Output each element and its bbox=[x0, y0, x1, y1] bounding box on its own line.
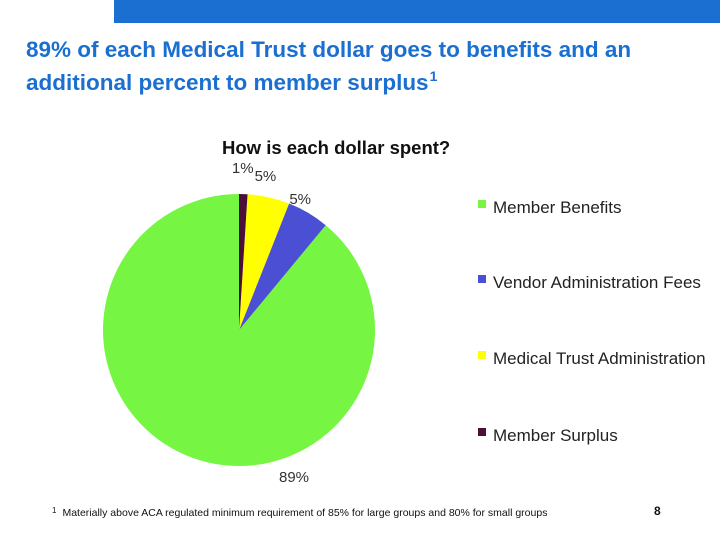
pie-label-member-surplus: 1% bbox=[231, 160, 254, 178]
legend-item-member-benefits: Member Benefits bbox=[478, 196, 720, 219]
pie-slice-member-benefits bbox=[103, 194, 376, 467]
legend-swatch bbox=[478, 428, 486, 436]
legend-swatch bbox=[478, 200, 486, 208]
slide-title: 89% of each Medical Trust dollar goes to… bbox=[26, 36, 706, 96]
slide-title-text: 89% of each Medical Trust dollar goes to… bbox=[26, 37, 632, 95]
legend-swatch bbox=[478, 275, 486, 283]
pie-slice-medical-trust-administration bbox=[239, 194, 290, 330]
title-footnote-ref: 1 bbox=[429, 68, 438, 84]
legend-label: Member Benefits bbox=[493, 198, 622, 217]
pie-label-vendor-administration-fees: 5% bbox=[289, 190, 312, 208]
pie-label-member-benefits: 89% bbox=[279, 469, 310, 486]
legend-swatch bbox=[478, 351, 486, 359]
pie-label-medical-trust-administration: 5% bbox=[254, 167, 277, 185]
page-number: 8 bbox=[654, 504, 661, 518]
legend-item-vendor-administration-fees: Vendor Administration Fees bbox=[478, 271, 720, 294]
legend-label: Vendor Administration Fees bbox=[493, 273, 701, 292]
pie-slice-member-surplus bbox=[239, 194, 248, 330]
legend-label: Medical Trust Administration bbox=[493, 349, 706, 368]
chart-title: How is each dollar spent? bbox=[222, 137, 451, 158]
legend-label: Member Surplus bbox=[493, 426, 618, 445]
pie-slices bbox=[103, 194, 376, 467]
legend-item-member-surplus: Member Surplus bbox=[478, 424, 720, 447]
footnote: 1 Materially above ACA regulated minimum … bbox=[52, 506, 547, 519]
footnote-text: Materially above ACA regulated minimum r… bbox=[62, 507, 548, 519]
top-accent-bar bbox=[114, 0, 720, 23]
legend-item-medical-trust-administration: Medical Trust Administration bbox=[478, 347, 720, 370]
footnote-mark: 1 bbox=[52, 506, 57, 515]
pie-slice-vendor-administration-fees bbox=[239, 203, 326, 330]
